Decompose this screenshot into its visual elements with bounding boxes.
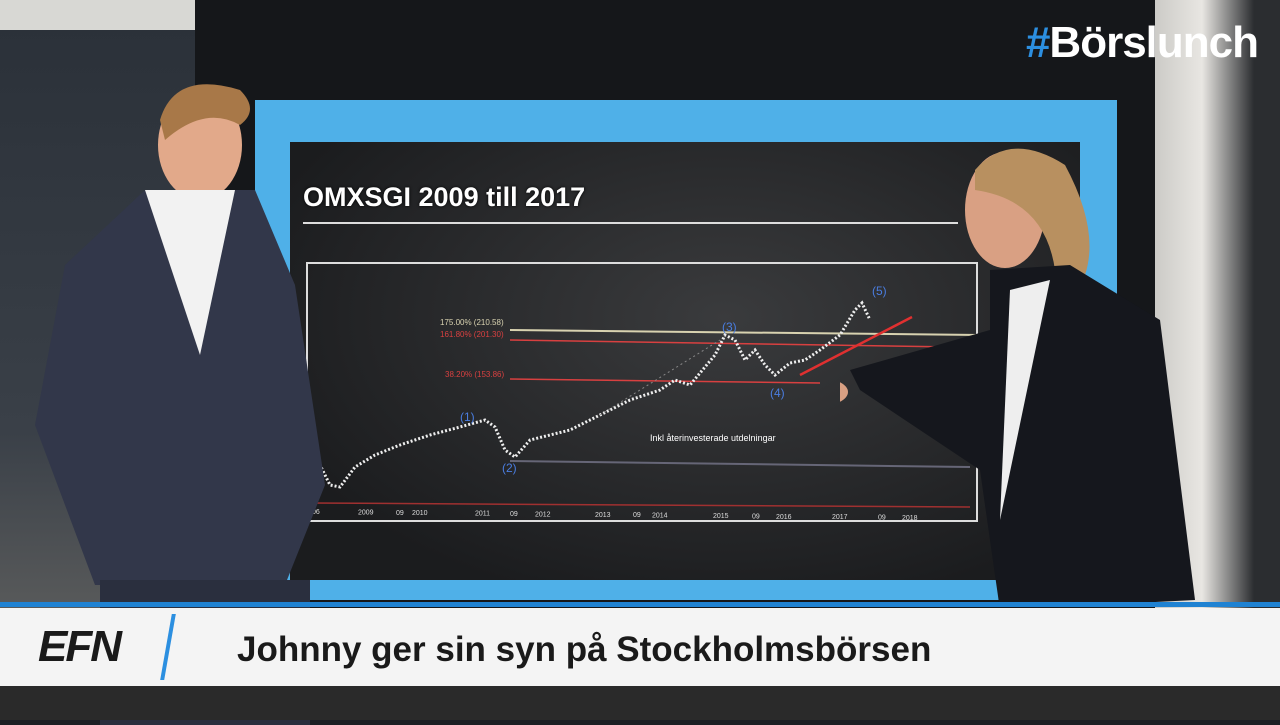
- x-tick-label: 09: [633, 512, 641, 519]
- price-series: [310, 300, 872, 489]
- wave-label: (5): [872, 284, 887, 298]
- price-chart: 175.00% (210.58) 161.80% (201.30) 38.20%…: [306, 262, 981, 522]
- x-tick-label: 09: [510, 511, 518, 518]
- x-tick-label: 2015: [713, 513, 729, 520]
- headline: Johnny ger sin syn på Stockholmsbörsen: [237, 630, 932, 669]
- presenter-right: [840, 148, 1195, 610]
- wave-label: (3): [722, 320, 737, 334]
- logo-text: Börslunch: [1049, 18, 1259, 67]
- x-tick-label: 09: [396, 510, 404, 517]
- level-line-38: [509, 378, 821, 384]
- bottom-level: [309, 502, 971, 508]
- logo-hash: #: [1025, 18, 1051, 67]
- level-label: 161.80% (201.30): [440, 330, 504, 339]
- x-tick-label: 2010: [412, 510, 428, 517]
- studio-floor: [0, 686, 1280, 720]
- x-axis-ticks: 06 2009 09 2010 2011 09 2012 2013 09 2014 2015 09 20…: [312, 509, 918, 522]
- x-tick-label: 06: [312, 509, 320, 516]
- x-tick-label: 2009: [358, 509, 374, 516]
- chart-title: OMXSGI 2009 till 2017: [303, 182, 586, 212]
- title-rule: [303, 222, 958, 224]
- lower-third-accent: [0, 602, 1280, 607]
- x-tick-label: 2018: [902, 515, 918, 522]
- show-logo: #Börslunch: [1025, 18, 1259, 68]
- wave-label: (1): [460, 410, 475, 424]
- wave-label: (4): [770, 386, 785, 400]
- trend-line: [799, 315, 913, 377]
- x-tick-label: 2011: [475, 511, 490, 518]
- x-tick-label: 2013: [595, 512, 611, 519]
- wave-guide: [599, 339, 721, 416]
- x-tick-label: 09: [752, 513, 760, 520]
- wave-label: (2): [502, 461, 517, 475]
- level-line-175: [509, 329, 981, 336]
- level-line-161: [509, 339, 956, 348]
- x-tick-label: 2014: [652, 513, 668, 520]
- lower-third: [0, 608, 1280, 686]
- annotation: Inkl återinvesterade utdelningar: [650, 433, 776, 443]
- x-tick-label: 2012: [535, 511, 551, 518]
- level-label: 175.00% (210.58): [440, 318, 504, 327]
- baseline-level: [509, 460, 971, 468]
- wave-labels: (1) (2) (3) (4) (5): [460, 284, 887, 475]
- x-tick-label: 2016: [776, 514, 792, 521]
- level-label: 38.20% (153.86): [445, 370, 504, 379]
- x-tick-label: 2017: [832, 514, 848, 521]
- channel-logo: EFN: [38, 622, 122, 671]
- x-tick-label: 09: [878, 515, 886, 522]
- wall-panel: [0, 0, 195, 30]
